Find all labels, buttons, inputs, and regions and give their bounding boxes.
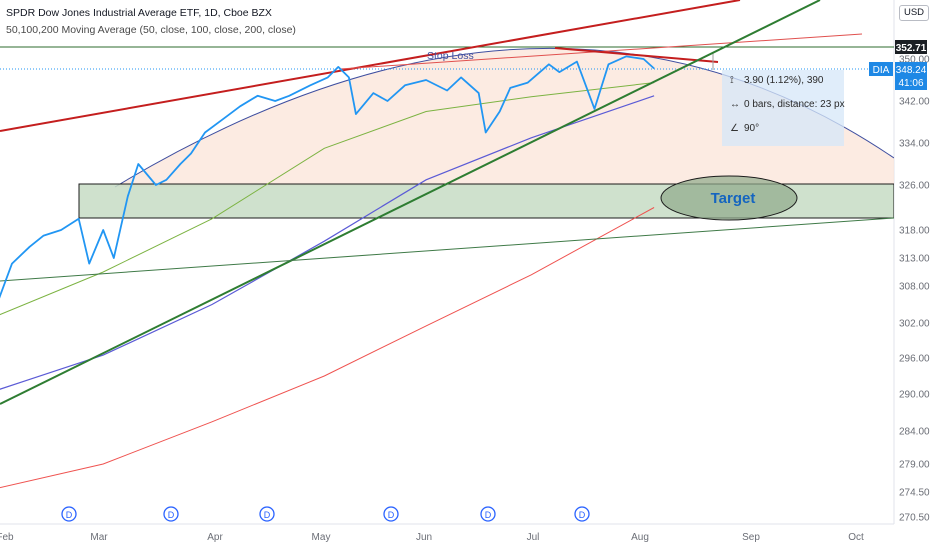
- price-tick-label: 342.00: [899, 97, 930, 108]
- measure-price-row: ⟟ 3.90 (1.12%), 390: [730, 75, 824, 86]
- price-tick-label: 313.00: [899, 254, 930, 265]
- price-axis[interactable]: 350.00 342.00 334.00 326.00 318.00 313.00 308.…: [893, 0, 930, 524]
- svg-text:D: D: [168, 510, 175, 520]
- price-tick-label: 284.00: [899, 427, 930, 438]
- ticker-badge: DIA: [869, 62, 893, 76]
- svg-text:DIA: DIA: [873, 65, 890, 76]
- ma100-line[interactable]: [0, 95, 655, 391]
- time-tick-label: Apr: [207, 532, 223, 543]
- time-tick-label: May: [312, 532, 331, 543]
- price-tick-label: 326.00: [899, 181, 930, 192]
- svg-text:41:06: 41:06: [898, 78, 923, 89]
- time-axis[interactable]: Feb Mar Apr May Jun Jul Aug Sep Oct: [0, 523, 894, 543]
- price-tick-label: 334.00: [899, 139, 930, 150]
- currency-button[interactable]: USD: [899, 5, 929, 21]
- price-line[interactable]: [0, 55, 655, 310]
- stop-loss-line-bold[interactable]: [554, 47, 719, 63]
- price-tick-label: 318.00: [899, 226, 930, 237]
- dividend-marker[interactable]: D: [163, 506, 179, 522]
- svg-text:D: D: [66, 510, 73, 520]
- svg-text:348.24: 348.24: [896, 65, 927, 76]
- price-tick-label: 270.50: [899, 513, 930, 524]
- time-tick-label: Jun: [416, 532, 432, 543]
- price-range-icon: ⟟: [730, 75, 734, 86]
- time-tick-label: Jul: [527, 532, 540, 543]
- price-tick-label: 274.50: [899, 488, 930, 499]
- time-tick-label: Aug: [631, 532, 649, 543]
- dividend-marker[interactable]: D: [383, 506, 399, 522]
- stop-level-badge: 352.71: [895, 40, 927, 54]
- price-tick-label: 308.00: [899, 282, 930, 293]
- dividend-marker[interactable]: D: [61, 506, 77, 522]
- price-tick-label: 290.00: [899, 390, 930, 401]
- chart-title: SPDR Dow Jones Industrial Average ETF, 1…: [6, 7, 272, 19]
- measure-info-box: ⟟ 3.90 (1.12%), 390 ↔ 0 bars, distance: 23…: [722, 70, 845, 146]
- svg-text:D: D: [485, 510, 492, 520]
- indicator-legend[interactable]: 50,100,200 Moving Average (50, close, 10…: [6, 24, 296, 36]
- stop-loss-label: Stop Loss: [427, 50, 474, 62]
- last-price-badge: 348.24 41:06: [895, 62, 927, 90]
- ma200-line[interactable]: [0, 207, 655, 489]
- price-tick-label: 279.00: [899, 460, 930, 471]
- target-label: Target: [711, 190, 756, 207]
- time-tick-label: Mar: [90, 532, 108, 543]
- target-ellipse[interactable]: [660, 175, 798, 221]
- price-tick-label: 302.00: [899, 319, 930, 330]
- time-tick-label: Oct: [848, 532, 864, 543]
- ma50-line[interactable]: [0, 82, 655, 317]
- dividend-marker[interactable]: D: [480, 506, 496, 522]
- angle-icon: ∠: [730, 123, 739, 134]
- measure-angle-row: ∠ 90°: [730, 123, 760, 134]
- svg-text:352.71: 352.71: [896, 43, 927, 54]
- svg-text:D: D: [388, 510, 395, 520]
- dividend-marker[interactable]: D: [574, 506, 590, 522]
- time-tick-label: Feb: [0, 532, 14, 543]
- svg-text:D: D: [264, 510, 271, 520]
- bars-range-icon: ↔: [730, 99, 740, 110]
- price-tick-label: 350.00: [899, 55, 930, 66]
- svg-text:D: D: [579, 510, 586, 520]
- time-tick-label: Sep: [742, 532, 760, 543]
- wedge-upper-trendline[interactable]: [0, 0, 741, 132]
- trend-support-line[interactable]: [0, 0, 821, 405]
- dividend-marker[interactable]: D: [259, 506, 275, 522]
- arc-drawing[interactable]: [115, 48, 894, 187]
- price-tick-label: 296.00: [899, 354, 930, 365]
- lower-trendline[interactable]: [0, 217, 894, 282]
- measure-bars-row: ↔ 0 bars, distance: 23 px: [730, 99, 845, 110]
